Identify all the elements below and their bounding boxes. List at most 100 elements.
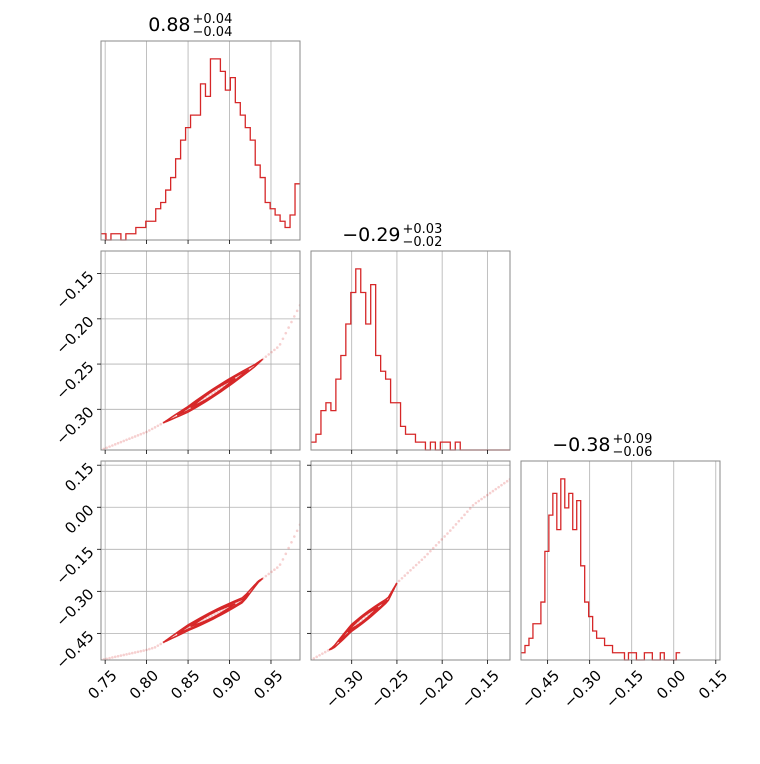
hist-grid-2 bbox=[547, 461, 717, 660]
sample-point-2-1 bbox=[312, 657, 316, 660]
sample-point-0-61 bbox=[273, 348, 276, 352]
sample-point-0-59 bbox=[267, 353, 271, 356]
sample-point-1-19 bbox=[153, 646, 157, 649]
sample-point-1-61 bbox=[273, 568, 276, 572]
sample-point-2-48 bbox=[446, 532, 449, 535]
sample-point-1-7 bbox=[119, 654, 123, 657]
sample-point-2-55 bbox=[466, 510, 469, 513]
sample-point-1-2 bbox=[105, 657, 108, 660]
sample-point-2-31 bbox=[397, 579, 401, 583]
sample-point-0-65 bbox=[284, 331, 288, 335]
pair-plot-area-2 bbox=[311, 477, 510, 660]
sample-point-1-41 bbox=[216, 611, 219, 615]
sample-point-1-8 bbox=[122, 653, 126, 657]
pair-plot-area-0 bbox=[101, 303, 300, 450]
sample-point-2-64 bbox=[491, 489, 495, 493]
sample-point-2-43 bbox=[431, 546, 435, 550]
sample-point-0-13 bbox=[136, 434, 140, 437]
sample-point-1-69 bbox=[295, 529, 299, 533]
sample-point-2-32 bbox=[400, 576, 404, 580]
hist-grid-1 bbox=[351, 251, 488, 450]
sample-point-1-18 bbox=[150, 646, 154, 650]
sample-point-2-51 bbox=[454, 523, 458, 526]
contour-2-0 bbox=[328, 582, 398, 651]
sample-point-2-65 bbox=[494, 487, 498, 491]
sample-point-2-44 bbox=[434, 543, 438, 547]
sample-point-1-38 bbox=[207, 615, 211, 619]
histogram-1 bbox=[311, 268, 510, 451]
sample-point-2-60 bbox=[480, 497, 483, 501]
sample-point-2-57 bbox=[471, 504, 475, 507]
sample-point-2-36 bbox=[412, 566, 415, 569]
yticklabel-1-2: −0.15 bbox=[52, 543, 97, 588]
xticklabel-2-2: −0.15 bbox=[602, 666, 647, 711]
sample-point-1-40 bbox=[213, 612, 217, 616]
sample-point-2-19 bbox=[363, 616, 367, 619]
xticklabel-2-4: 0.15 bbox=[695, 666, 731, 702]
sample-point-1-12 bbox=[133, 651, 137, 654]
sample-point-0-19 bbox=[153, 426, 157, 429]
histogram-2 bbox=[521, 478, 681, 661]
sample-point-2-37 bbox=[414, 563, 418, 567]
xticklabel-1-2: −0.20 bbox=[412, 666, 457, 711]
sample-point-0-64 bbox=[281, 337, 285, 341]
sample-point-1-11 bbox=[130, 651, 134, 655]
pair-frame-2 bbox=[310, 460, 511, 661]
pair-panel-0-2: −0.45−0.30−0.15 0.00 0.15 0.75 0.80 0.85 0.90 0… bbox=[52, 459, 301, 703]
sample-point-1-60 bbox=[270, 570, 273, 574]
sample-point-0-18 bbox=[150, 427, 154, 431]
pair-panel-1-2: −0.30 −0.25 −0.20 −0.15 bbox=[307, 460, 511, 712]
hist-grid-0 bbox=[104, 41, 272, 240]
sample-point-2-2 bbox=[315, 655, 318, 659]
sample-point-0-60 bbox=[270, 350, 273, 354]
xticklabel-2-0: −0.45 bbox=[518, 666, 563, 711]
yticklabel-1-1: −0.30 bbox=[52, 585, 97, 630]
yticklabel-0-1: −0.25 bbox=[52, 358, 97, 403]
sample-point-1-63 bbox=[278, 563, 282, 566]
sample-point-0-69 bbox=[295, 309, 299, 313]
sample-point-0-21 bbox=[159, 422, 162, 426]
hist-title-minus-1: −0.02 bbox=[403, 235, 443, 250]
sample-point-2-41 bbox=[426, 552, 429, 556]
sample-point-2-58 bbox=[474, 501, 478, 505]
sample-point-0-58 bbox=[264, 355, 268, 358]
pair-grid-2 bbox=[311, 461, 510, 660]
yticklabel-1-0: −0.45 bbox=[52, 627, 97, 672]
sample-point-1-4 bbox=[111, 656, 114, 659]
xticklabel-0-2: 0.85 bbox=[167, 666, 203, 702]
sample-point-0-3 bbox=[108, 445, 111, 448]
sample-point-1-65 bbox=[284, 552, 288, 556]
histogram-0 bbox=[101, 58, 300, 241]
sample-point-2-53 bbox=[460, 516, 463, 520]
sample-point-0-15 bbox=[142, 431, 145, 435]
sample-point-0-68 bbox=[293, 315, 296, 318]
hist-frame-1 bbox=[310, 250, 511, 451]
sample-point-1-67 bbox=[290, 540, 293, 544]
sample-point-2-39 bbox=[420, 558, 424, 562]
sample-point-0-4 bbox=[111, 444, 114, 447]
hist-title-plus-2: +0.09 bbox=[613, 432, 653, 447]
sample-point-2-67 bbox=[500, 483, 503, 487]
sample-point-2-56 bbox=[468, 507, 472, 510]
sample-point-2-50 bbox=[451, 526, 455, 529]
contour-1-2 bbox=[190, 603, 236, 628]
sample-point-2-47 bbox=[443, 535, 446, 538]
sample-point-2-52 bbox=[457, 519, 461, 523]
yticklabel-0-3: −0.15 bbox=[52, 267, 97, 312]
contour-0-1 bbox=[176, 368, 250, 416]
xticklabel-2-1: −0.30 bbox=[560, 666, 605, 711]
sample-point-0-6 bbox=[116, 441, 120, 445]
hist-frame-2 bbox=[520, 460, 721, 661]
sample-point-2-3 bbox=[318, 653, 321, 657]
sample-point-2-61 bbox=[483, 495, 486, 499]
yticklabel-1-3: 0.00 bbox=[61, 501, 97, 537]
sample-point-0-20 bbox=[156, 424, 160, 428]
sample-point-0-9 bbox=[125, 438, 128, 442]
sample-point-2-68 bbox=[503, 481, 506, 485]
contour-2-2 bbox=[347, 606, 379, 633]
sample-point-1-10 bbox=[128, 652, 131, 656]
contour-2-1 bbox=[337, 599, 388, 643]
xticklabel-0-0: 0.75 bbox=[84, 666, 120, 702]
hist-title-value-2: −0.38 bbox=[552, 434, 610, 456]
